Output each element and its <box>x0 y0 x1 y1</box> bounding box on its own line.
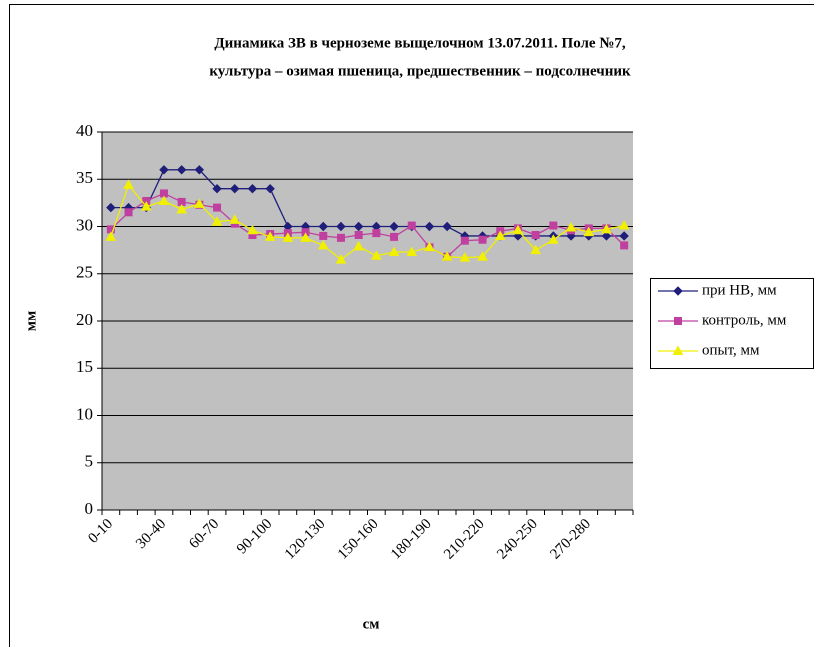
y-tick-label: 40 <box>76 121 93 140</box>
y-tick-label: 0 <box>85 499 94 518</box>
data-point <box>391 233 398 240</box>
y-tick-label: 30 <box>76 215 93 234</box>
data-point <box>125 209 132 216</box>
y-tick-label: 25 <box>76 263 93 282</box>
y-tick-label: 15 <box>76 357 93 376</box>
data-point <box>214 204 221 211</box>
data-point <box>479 236 486 243</box>
legend-label: контроль, мм <box>702 312 787 328</box>
x-axis-label: см <box>363 616 380 632</box>
y-axis-label: мм <box>23 311 39 331</box>
data-point <box>621 242 628 249</box>
legend-label: при НВ, мм <box>702 282 777 298</box>
data-point <box>373 230 380 237</box>
chart-title: Динамика ЗВ в черноземе выщелочном 13.07… <box>214 35 626 51</box>
data-point <box>532 232 539 239</box>
chart-title: культура – озимая пшеница, предшественни… <box>209 63 631 79</box>
y-tick-label: 20 <box>76 310 93 329</box>
data-point <box>320 232 327 239</box>
data-point <box>337 234 344 241</box>
legend-marker <box>675 318 682 325</box>
data-point <box>408 222 415 229</box>
y-tick-label: 5 <box>85 452 94 471</box>
legend-label: опыт, мм <box>702 342 760 358</box>
data-point <box>355 232 362 239</box>
data-point <box>550 222 557 229</box>
y-tick-label: 35 <box>76 168 93 187</box>
y-tick-label: 10 <box>76 404 93 423</box>
data-point <box>461 237 468 244</box>
